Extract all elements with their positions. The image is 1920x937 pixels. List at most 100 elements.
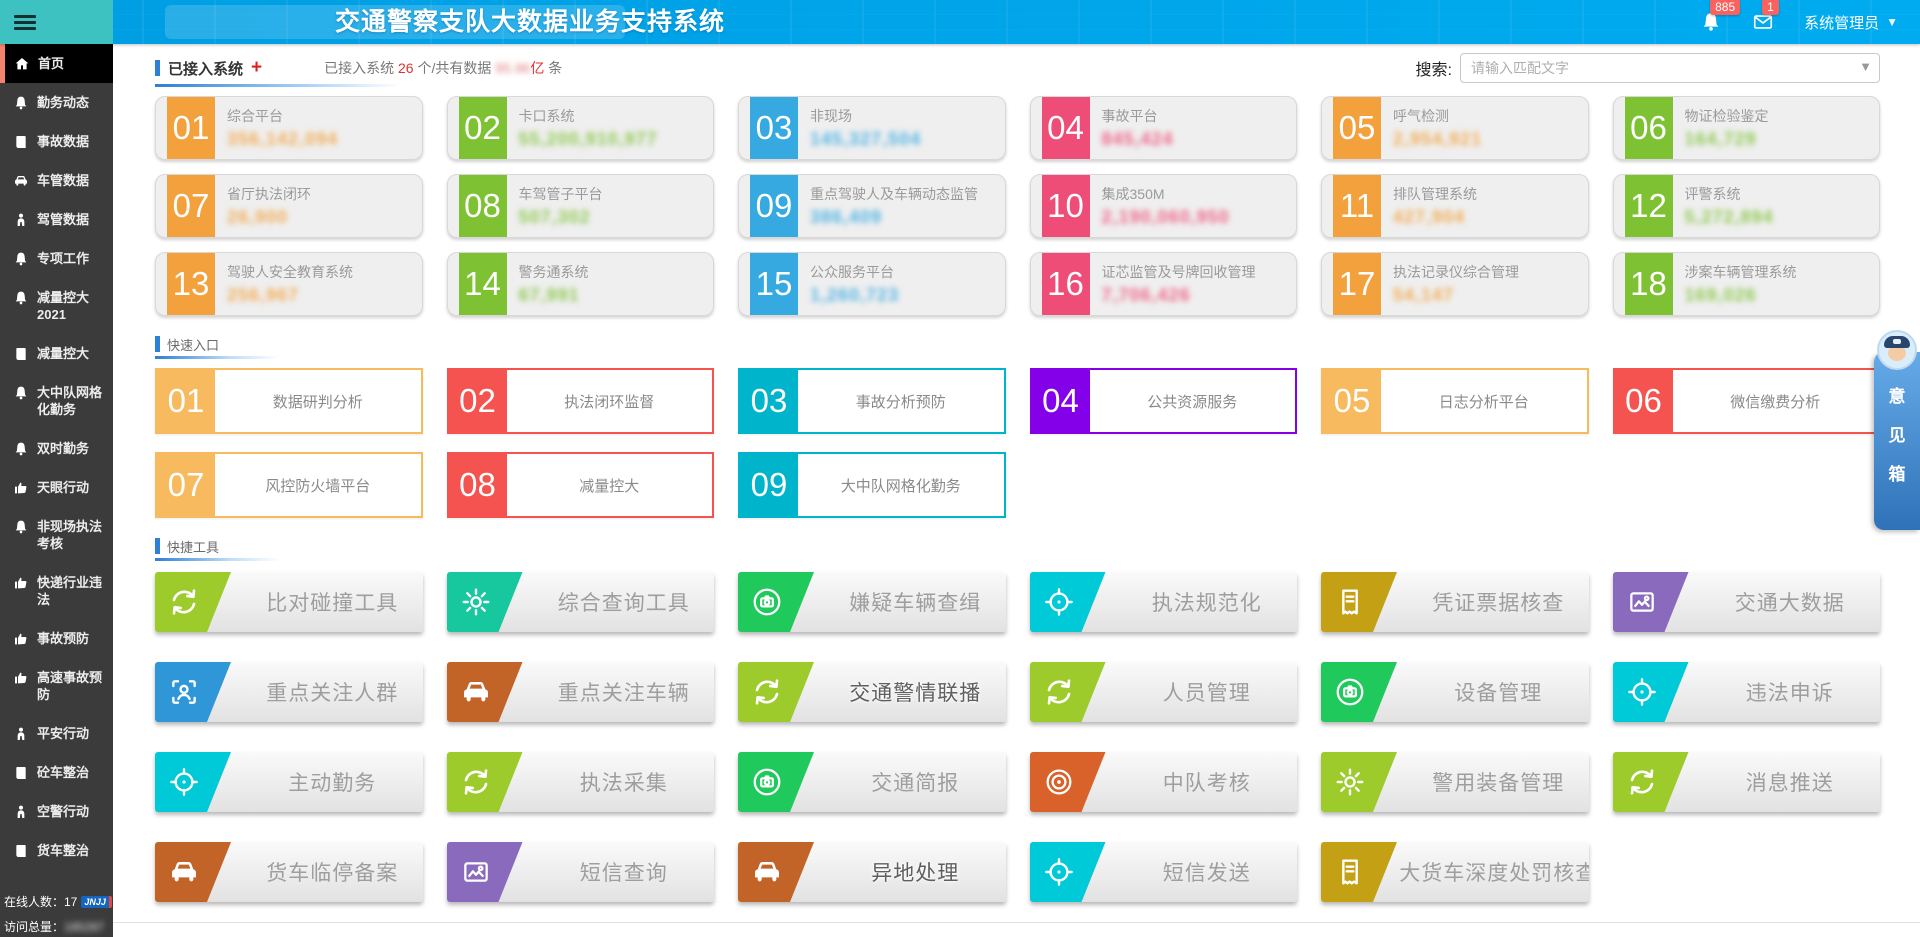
system-card[interactable]: 02 卡口系统 55,200,910,977 [446,96,714,160]
bell-icon [13,290,29,306]
mail-badge: 1 [1762,0,1779,15]
tool-card[interactable]: 执法采集 [446,752,714,812]
system-card-label: 事故平台 [1101,108,1158,124]
system-card-number: 10 [1041,175,1090,237]
section-accent-bar [155,60,160,76]
sidebar-item-11[interactable]: 非现场执法考核 [0,507,113,563]
system-card[interactable]: 11 排队管理系统 427,904 [1321,174,1589,238]
quick-entry-card[interactable]: 06 微信缴费分析 [1612,368,1880,434]
sidebar-item-14[interactable]: 高速事故预防 [0,658,113,714]
system-card[interactable]: 15 公众服务平台 1,260,723 [738,252,1006,316]
notification-bell-button[interactable]: 885 [1700,0,1741,33]
tool-card[interactable]: 人员管理 [1029,662,1297,722]
system-card-label: 集成350M [1101,186,1165,202]
sidebar-item-10[interactable]: 天眼行动 [0,468,113,507]
tool-card[interactable]: 执法规范化 [1029,572,1297,632]
system-card[interactable]: 17 执法记录仪综合管理 54,147 [1321,252,1589,316]
quick-entry-card[interactable]: 08 减量控大 [446,452,714,518]
sidebar-item-7[interactable]: 减量控大 [0,334,113,373]
tool-card[interactable]: 比对碰撞工具 [155,572,423,632]
bell-icon [13,519,29,535]
sidebar-item-12[interactable]: 快递行业违法 [0,563,113,619]
system-card[interactable]: 09 重点驾驶人及车辆动态监管 386,409 [738,174,1006,238]
quick-entry-card[interactable]: 02 执法闭环监督 [446,368,714,434]
system-card[interactable]: 01 综合平台 356,142,094 [155,96,423,160]
sidebar-item-5[interactable]: 专项工作 [0,239,113,278]
tool-card[interactable]: 警用装备管理 [1321,752,1589,812]
sidebar-item-15[interactable]: 平安行动 [0,714,113,753]
system-card[interactable]: 18 涉案车辆管理系统 169,026 [1612,252,1880,316]
tool-card[interactable]: 重点关注人群 [155,662,423,722]
system-card[interactable]: 06 物证检验鉴定 164,729 [1612,96,1880,160]
system-card[interactable]: 10 集成350M 2,190,060,950 [1029,174,1297,238]
system-card[interactable]: 14 警务通系统 67,991 [446,252,714,316]
sidebar-item-3[interactable]: 车管数据 [0,161,113,200]
tool-label: 凭证票据核查 [1432,592,1565,615]
tool-card[interactable]: 中队考核 [1029,752,1297,812]
system-card-label: 重点驾驶人及车辆动态监管 [810,186,978,202]
camera-icon [1334,676,1366,708]
sidebar-item-label: 驾管数据 [37,212,90,227]
quick-entry-card[interactable]: 07 风控防火墙平台 [155,452,423,518]
tool-card[interactable]: 设备管理 [1321,662,1589,722]
add-tab-icon[interactable]: + [251,57,263,78]
search-input[interactable] [1460,53,1880,83]
system-card-number: 06 [1624,97,1673,159]
camera-icon [751,766,783,798]
quick-entry-card[interactable]: 09 大中队网格化勤务 [738,452,1006,518]
tool-label: 综合查询工具 [557,592,690,615]
menu-toggle[interactable] [0,0,113,44]
system-card[interactable]: 13 驾驶人安全教育系统 256,967 [155,252,423,316]
system-card-label: 执法记录仪综合管理 [1393,264,1519,280]
tool-card[interactable]: 异地处理 [738,842,1006,902]
sidebar-item-1[interactable]: 勤务动态 [0,83,113,122]
tool-card[interactable]: 大货车深度处罚核查 [1321,842,1589,902]
system-card[interactable]: 16 证芯监管及号牌回收管理 7,706,426 [1029,252,1297,316]
tool-card[interactable]: 货车临停备案 [155,842,423,902]
tool-card[interactable]: 交通简报 [738,752,1006,812]
quick-entry-number: 03 [740,370,798,432]
tool-card[interactable]: 交通警情联播 [738,662,1006,722]
system-card[interactable]: 05 呼气检测 2,954,921 [1321,96,1589,160]
tab-connected-systems[interactable]: 已接入系统 + [155,58,262,79]
sidebar-item-17[interactable]: 空警行动 [0,792,113,831]
tool-label: 执法采集 [579,772,668,795]
quick-entry-card[interactable]: 04 公共资源服务 [1029,368,1297,434]
tool-card[interactable]: 短信发送 [1029,842,1297,902]
sidebar-item-6[interactable]: 减量控大2021 [0,278,113,334]
tool-card[interactable]: 消息推送 [1612,752,1880,812]
tool-card[interactable]: 短信查询 [446,842,714,902]
system-card[interactable]: 08 车驾管子平台 507,302 [446,174,714,238]
sidebar-item-13[interactable]: 事故预防 [0,619,113,658]
sidebar-item-4[interactable]: 驾管数据 [0,200,113,239]
system-card[interactable]: 12 评警系统 5,272,894 [1612,174,1880,238]
feedback-box-widget[interactable]: 意见箱 [1874,330,1920,530]
sidebar-item-9[interactable]: 双时勤务 [0,429,113,468]
system-card[interactable]: 04 事故平台 845,424 [1029,96,1297,160]
search-dropdown-icon[interactable]: ▼ [1859,59,1872,74]
tool-card[interactable]: 凭证票据核查 [1321,572,1589,632]
stats-count: 26 [398,60,414,76]
quick-entry-card[interactable]: 01 数据研判分析 [155,368,423,434]
user-menu[interactable]: 系统管理员 ▼ [1804,12,1898,33]
system-card-value: 427,904 [1393,207,1466,227]
system-card[interactable]: 07 省厅执法闭环 26,900 [155,174,423,238]
tool-card[interactable]: 违法申诉 [1612,662,1880,722]
tool-card[interactable]: 嫌疑车辆查缉 [738,572,1006,632]
quick-entry-card[interactable]: 05 日志分析平台 [1321,368,1589,434]
tool-card[interactable]: 交通大数据 [1612,572,1880,632]
sidebar-item-16[interactable]: 砼车整治 [0,753,113,792]
sidebar-item-8[interactable]: 大中队网格化勤务 [0,373,113,429]
quick-entry-card[interactable]: 03 事故分析预防 [738,368,1006,434]
mail-button[interactable]: 1 [1752,0,1779,33]
system-card[interactable]: 03 非现场 145,327,504 [738,96,1006,160]
sidebar-item-0[interactable]: 首页 [0,44,113,83]
tool-card[interactable]: 主动勤务 [155,752,423,812]
tool-card[interactable]: 综合查询工具 [446,572,714,632]
notification-badge: 885 [1710,0,1741,15]
tool-card[interactable]: 重点关注车辆 [446,662,714,722]
chevron-down-icon: ▼ [1886,15,1898,29]
system-card-number: 15 [750,253,798,315]
sidebar-item-18[interactable]: 货车整治 [0,831,113,870]
sidebar-item-2[interactable]: 事故数据 [0,122,113,161]
